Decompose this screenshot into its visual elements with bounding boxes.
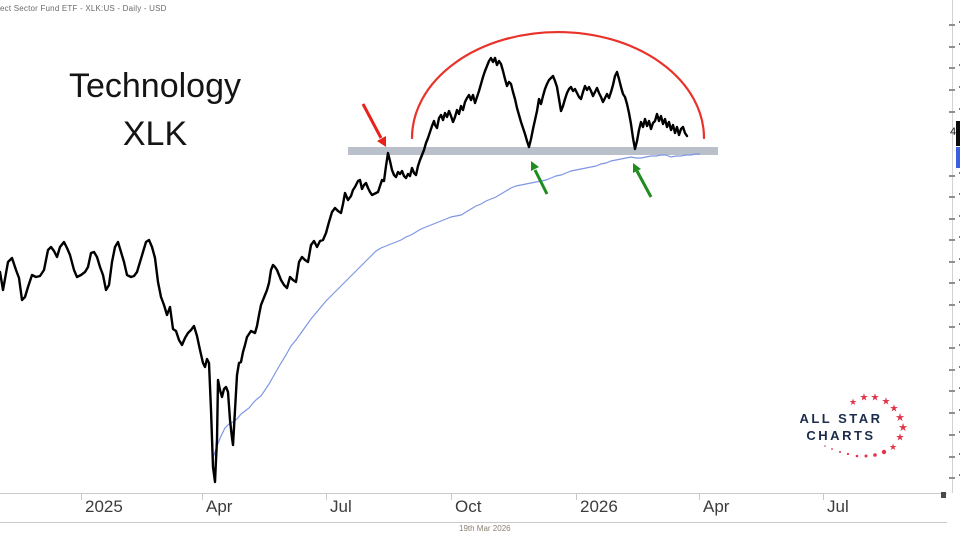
logo-star: ★ (898, 422, 908, 434)
price-scale-tick (949, 196, 955, 198)
logo-dot (846, 452, 850, 456)
chart-title-line2: XLK (122, 115, 188, 153)
price-scale-tick (949, 434, 955, 436)
ma-price-label-blue (956, 147, 960, 168)
price-scale-partial-digit: 4 (950, 126, 957, 138)
price-scale-tick (949, 175, 955, 177)
logo-star: ★ (896, 433, 905, 444)
price-scale-tick (949, 390, 955, 392)
green-arrow-1-shaft (533, 169, 549, 195)
price-scale-tick (949, 46, 955, 48)
x-axis-tick (326, 494, 327, 500)
x-axis-tick (81, 494, 82, 500)
logo-star: ★ (889, 442, 897, 452)
logo-dot (824, 445, 826, 447)
x-axis-label: Jul (330, 497, 352, 516)
logo-star: ★ (871, 393, 880, 404)
x-axis[interactable]: 2025 Apr Jul Oct 2026 Apr Jul (0, 493, 947, 523)
logo-star: ★ (895, 412, 905, 424)
x-axis-label: Jul (827, 497, 849, 516)
chart-canvas[interactable] (0, 0, 960, 494)
price-scale[interactable]: 4 (949, 0, 960, 493)
green-arrow-2-shaft (635, 170, 653, 198)
logo-dot (873, 453, 877, 457)
green-arrow-2-head (633, 163, 641, 173)
price-scale-tick (949, 218, 955, 220)
price-scale-tick (949, 326, 955, 328)
price-scale-tick (949, 24, 955, 26)
price-scale-tick (949, 282, 955, 284)
logo-dot (831, 448, 833, 450)
last-price-label-black (956, 121, 960, 146)
logo-dot (839, 451, 841, 453)
price-scale-tick (949, 304, 955, 306)
logo-stars: ★ ★ ★ ★★★★★★ (824, 393, 908, 458)
moving-average-line (212, 153, 700, 459)
x-axis-tick (202, 494, 203, 500)
logo-dot (855, 454, 859, 458)
x-axis-tick (823, 494, 824, 500)
red-arrow-shaft (361, 103, 383, 139)
logo-text-line1: ALL STAR (799, 411, 883, 426)
logo-star: ★ (882, 397, 891, 408)
allstarcharts-logo: ALL STAR CHARTS ★ ★ ★ ★ ★ ★ ★ ★ ★ (795, 392, 910, 464)
green-arrow-1-head (531, 161, 539, 171)
resistance-zone-annotation (348, 147, 718, 155)
price-scale-tick (949, 67, 955, 69)
price-scale-tick (949, 347, 955, 349)
x-axis-label: Apr (206, 497, 233, 516)
x-axis-label: 2026 (580, 497, 618, 516)
x-axis-label: Apr (703, 497, 730, 516)
logo-dot (881, 449, 887, 455)
x-axis-tick (699, 494, 700, 500)
price-scale-tick (949, 477, 955, 479)
price-scale-tick (949, 456, 955, 458)
x-axis-tick (576, 494, 577, 500)
chart-title: Technology XLK (30, 62, 280, 158)
instrument-header: ect Sector Fund ETF - XLK:US - Daily - U… (0, 4, 167, 13)
logo-text-line2: CHARTS (806, 428, 876, 443)
logo-star: ★ (849, 397, 857, 407)
price-scale-tick (949, 412, 955, 414)
axis-date-label: 19th Mar 2026 (459, 524, 511, 533)
price-scale-tick (949, 261, 955, 263)
price-scale-tick (949, 111, 955, 113)
x-axis-tick (451, 494, 452, 500)
x-axis-label: 2025 (85, 497, 123, 516)
logo-star: ★ (890, 404, 899, 415)
price-line (0, 56, 689, 484)
logo-star: ★ (860, 393, 869, 404)
x-axis-label: Oct (455, 497, 482, 516)
dome-arc-annotation (410, 30, 706, 140)
red-arrow-head (377, 136, 386, 147)
price-scale-tick (949, 369, 955, 371)
chart-title-line1: Technology (68, 67, 241, 105)
price-scale-tick (949, 89, 955, 91)
logo-dot (864, 454, 868, 458)
price-scale-tick (949, 239, 955, 241)
axis-corner-mark (941, 492, 946, 498)
